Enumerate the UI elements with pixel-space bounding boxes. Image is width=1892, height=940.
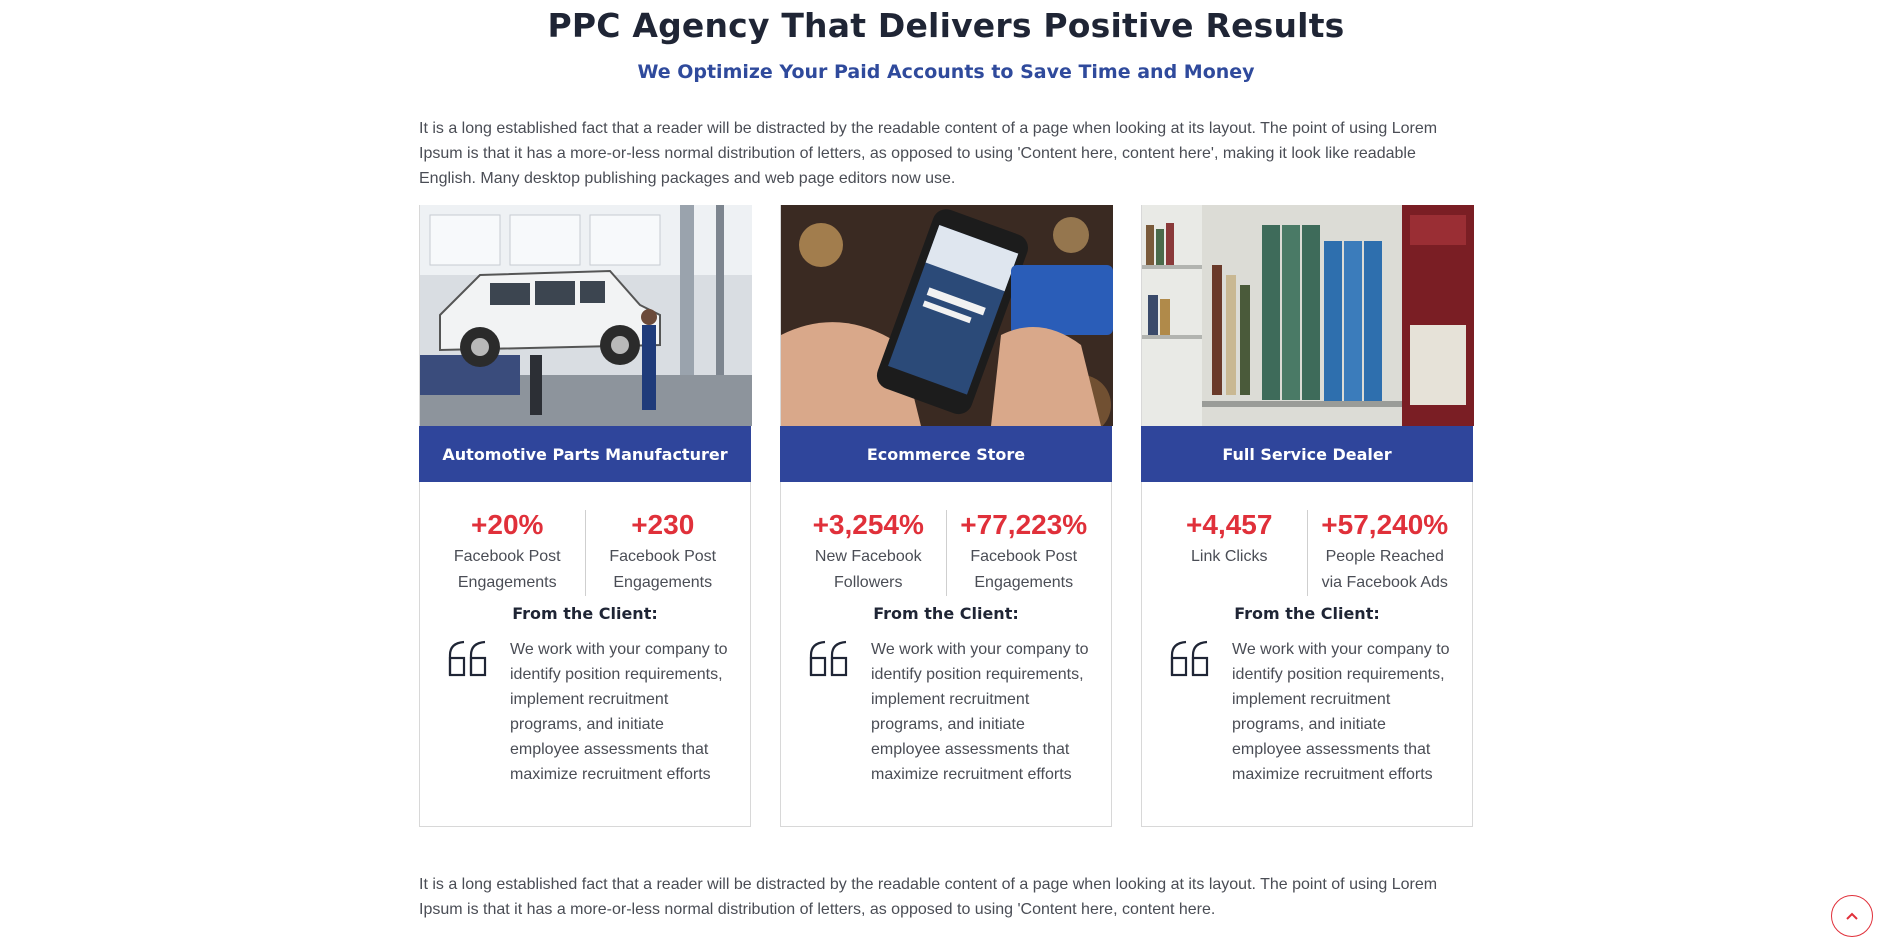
- stats-row: +3,254% New Facebook Followers +77,223% …: [781, 510, 1111, 596]
- scroll-to-top-button[interactable]: [1831, 895, 1873, 937]
- stat-value: +77,223%: [960, 509, 1088, 540]
- client-quote: We work with your company to identify po…: [781, 637, 1111, 787]
- outro-paragraph: It is a long established fact that a rea…: [419, 876, 1438, 918]
- card-title: Automotive Parts Manufacturer: [419, 426, 751, 482]
- stat-label: Link Clicks: [1191, 548, 1268, 565]
- stat: +3,254% New Facebook Followers: [791, 510, 946, 596]
- card-title: Ecommerce Store: [780, 426, 1112, 482]
- page-title: PPC Agency That Delivers Positive Result…: [547, 6, 1345, 45]
- ecommerce-phone-photo: [781, 205, 1113, 426]
- stat: +4,457 Link Clicks: [1152, 510, 1307, 596]
- quote-text: We work with your company to identify po…: [871, 641, 1089, 783]
- stat-value: +4,457: [1186, 509, 1273, 540]
- chevron-up-icon: [1846, 912, 1858, 920]
- stat-label: Facebook Post Engagements: [453, 548, 561, 591]
- main-content: PPC Agency That Delivers Positive Result…: [419, 0, 1474, 922]
- quote-text: We work with your company to identify po…: [1232, 641, 1450, 783]
- client-quote: We work with your company to identify po…: [420, 637, 750, 787]
- quote-text: We work with your company to identify po…: [510, 641, 728, 783]
- quote-icon: [1170, 640, 1209, 677]
- client-quote: We work with your company to identify po…: [1142, 637, 1472, 787]
- quote-icon: [809, 640, 848, 677]
- card-title: Full Service Dealer: [1141, 426, 1473, 482]
- library-books-photo: [1142, 205, 1474, 426]
- stat-value: +3,254%: [812, 509, 924, 540]
- stat-label: Facebook Post Engagements: [609, 548, 717, 591]
- stats-row: +4,457 Link Clicks +57,240% People Reach…: [1142, 510, 1472, 596]
- page-subtitle: We Optimize Your Paid Accounts to Save T…: [637, 61, 1255, 83]
- case-study-cards: Automotive Parts Manufacturer +20% Faceb…: [419, 205, 1474, 827]
- client-heading: From the Client:: [1234, 604, 1380, 623]
- stat-value: +20%: [471, 509, 544, 540]
- stats-row: +20% Facebook Post Engagements +230 Face…: [420, 510, 750, 596]
- stat: +230 Facebook Post Engagements: [584, 509, 741, 596]
- stat-value: +57,240%: [1321, 509, 1449, 540]
- case-study-card: Automotive Parts Manufacturer +20% Faceb…: [419, 205, 752, 827]
- intro-paragraph: It is a long established fact that a rea…: [419, 120, 1438, 187]
- stat-value: +230: [631, 509, 695, 540]
- stat: +20% Facebook Post Engagements: [430, 510, 585, 596]
- case-study-card: Ecommerce Store +3,254% New Facebook Fol…: [780, 205, 1113, 827]
- stat: +77,223% Facebook Post Engagements: [945, 509, 1102, 596]
- case-study-card: Full Service Dealer +4,457 Link Clicks +…: [1141, 205, 1474, 827]
- client-heading: From the Client:: [873, 604, 1019, 623]
- stat: +57,240% People Reached via Facebook Ads: [1306, 509, 1463, 596]
- stat-label: New Facebook Followers: [814, 548, 922, 591]
- auto-garage-photo: [420, 205, 752, 426]
- stat-label: Facebook Post Engagements: [970, 548, 1078, 591]
- client-heading: From the Client:: [512, 604, 658, 623]
- quote-icon: [448, 640, 487, 677]
- stat-label: People Reached via Facebook Ads: [1321, 548, 1448, 591]
